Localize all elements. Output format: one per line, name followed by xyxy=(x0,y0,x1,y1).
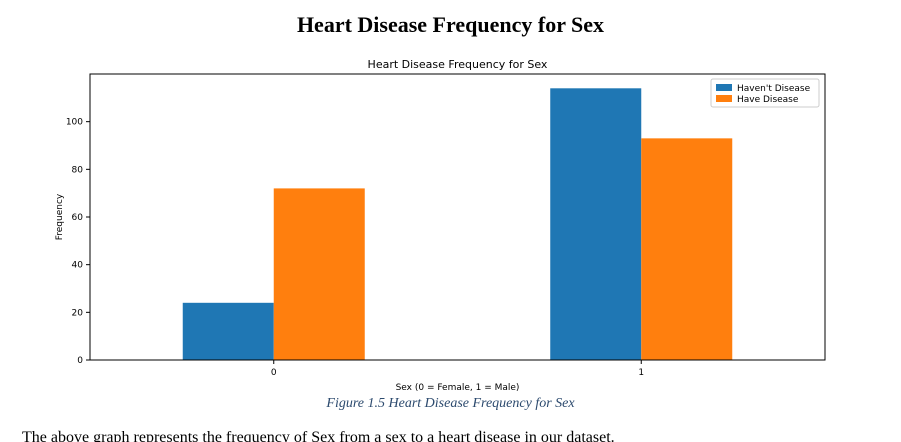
y-tick-label: 100 xyxy=(66,118,83,128)
bar-havent-disease-0 xyxy=(182,302,274,360)
legend-swatch-have-disease xyxy=(716,95,732,102)
legend-label-have-disease: Have Disease xyxy=(737,95,799,105)
figure-caption: Figure 1.5 Heart Disease Frequency for S… xyxy=(326,396,575,411)
chart-title: Heart Disease Frequency for Sex xyxy=(368,58,548,71)
y-axis-label: Frequency xyxy=(55,193,65,240)
legend-swatch-havent-disease xyxy=(716,84,732,91)
chart-container: Heart Disease Frequency for Sex 0 1 0 20 40 60… xyxy=(0,52,901,397)
body-paragraph: The above graph represents the frequency… xyxy=(22,429,615,442)
bar-havent-disease-1 xyxy=(550,88,642,361)
x-axis-label: Sex (0 = Female, 1 = Male) xyxy=(396,383,520,393)
y-tick-label: 20 xyxy=(72,308,84,318)
x-tick-label: 1 xyxy=(638,368,644,378)
y-tick-label: 0 xyxy=(77,356,83,366)
y-tick-label: 80 xyxy=(72,165,84,175)
legend-box xyxy=(710,78,820,108)
document-heading: Heart Disease Frequency for Sex xyxy=(296,12,605,37)
legend-label-havent-disease: Haven't Disease xyxy=(737,84,811,94)
y-tick-label: 60 xyxy=(72,213,84,223)
y-tick-label: 40 xyxy=(72,261,84,271)
x-tick-label: 0 xyxy=(271,368,277,378)
bar-have-disease-0 xyxy=(273,188,365,360)
bar-have-disease-1 xyxy=(641,138,733,360)
